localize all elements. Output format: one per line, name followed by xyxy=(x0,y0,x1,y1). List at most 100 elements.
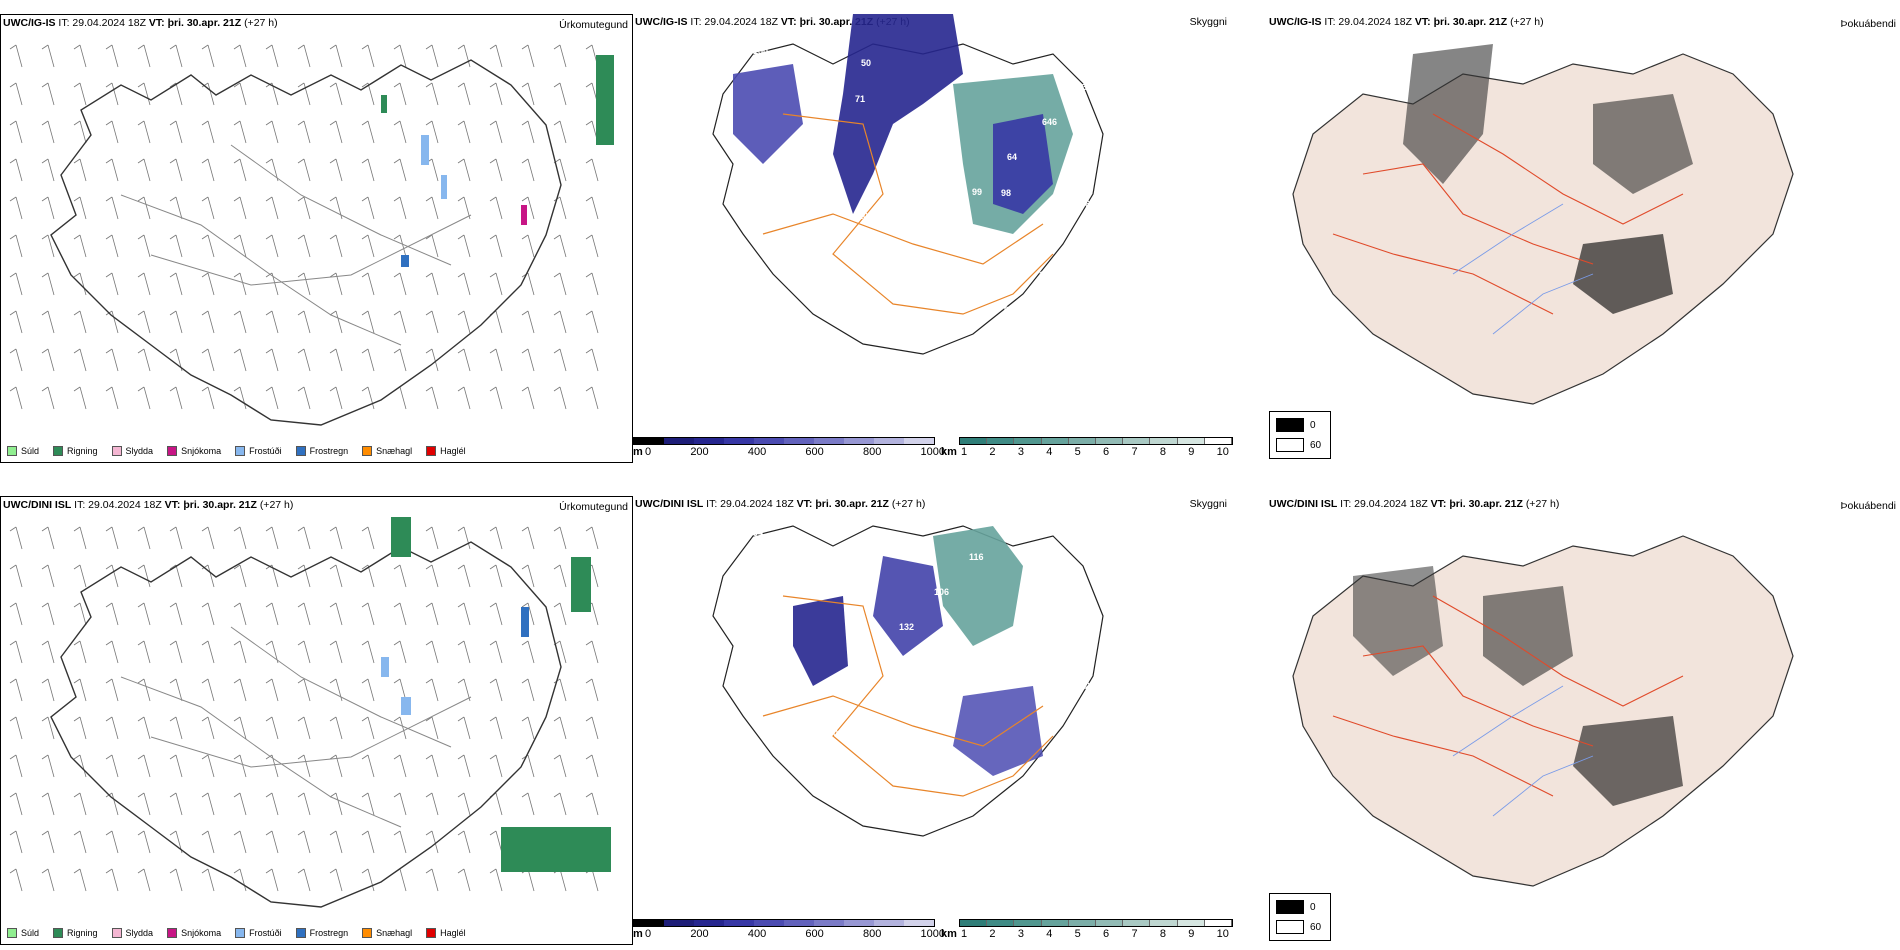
wind-barb xyxy=(521,82,535,106)
wind-barb xyxy=(457,196,471,220)
wind-barb xyxy=(361,272,375,296)
wind-barb xyxy=(457,564,471,588)
wind-barb xyxy=(9,754,23,778)
wind-barb xyxy=(137,640,151,664)
wind-barb xyxy=(457,348,471,372)
wind-barb xyxy=(265,310,279,334)
wind-barb xyxy=(393,640,407,664)
wind-barb xyxy=(585,640,599,664)
wind-barb xyxy=(489,234,503,258)
wind-barb xyxy=(361,196,375,220)
ceiling-label: 114 xyxy=(826,93,841,103)
wind-barb xyxy=(393,44,407,68)
legend-label: Frostregn xyxy=(309,928,349,938)
legend-label: Súld xyxy=(21,928,40,938)
colorbar-cell xyxy=(960,438,988,444)
ceiling-label: 155 xyxy=(782,47,797,57)
legend-label: Rigning xyxy=(67,928,98,938)
wind-barb xyxy=(73,564,87,588)
wind-barb xyxy=(297,44,311,68)
wind-barb xyxy=(521,640,535,664)
wind-barb xyxy=(137,564,151,588)
wind-barb xyxy=(41,868,55,892)
wind-barb xyxy=(521,678,535,702)
wind-barb xyxy=(553,272,567,296)
wind-barb xyxy=(41,158,55,182)
wind-barb xyxy=(329,386,343,410)
wind-barb xyxy=(329,602,343,626)
ceiling-label: 67 xyxy=(896,293,906,303)
wind-barb xyxy=(585,196,599,220)
ceiling-label: 67 xyxy=(934,105,944,115)
ceiling-unit: m xyxy=(633,928,643,940)
colorbar-cell xyxy=(664,920,694,926)
tick-label: 1000 xyxy=(920,928,945,940)
colorbar-cell xyxy=(1177,920,1205,926)
legend-item: Snjókoma xyxy=(167,928,221,938)
ceiling-label: 86 xyxy=(966,223,976,233)
wind-barb xyxy=(425,272,439,296)
wind-barb xyxy=(425,120,439,144)
wind-barb xyxy=(585,348,599,372)
ceiling-label: 94 xyxy=(893,176,903,186)
wind-barb xyxy=(521,602,535,626)
map-header: UWC/DINI ISL IT: 29.04.2024 18Z VT: þri.… xyxy=(635,498,926,510)
wind-barb xyxy=(329,564,343,588)
wind-barb xyxy=(425,310,439,334)
wind-barb xyxy=(297,386,311,410)
legend-item: Haglél xyxy=(426,446,466,456)
legend-label: Frostúði xyxy=(249,446,282,456)
wind-barb xyxy=(265,120,279,144)
wind-barb xyxy=(9,678,23,702)
wind-barb xyxy=(297,792,311,816)
wind-barb xyxy=(41,120,55,144)
colorbar-cell xyxy=(1150,438,1178,444)
colorbar-cell xyxy=(754,920,784,926)
ceiling-label: 105 xyxy=(785,164,800,174)
wind-barb xyxy=(297,526,311,550)
wind-barb xyxy=(521,234,535,258)
wind-barb xyxy=(361,792,375,816)
wind-barb xyxy=(9,310,23,334)
wind-barb xyxy=(425,602,439,626)
wind-barb xyxy=(169,640,183,664)
wind-barb xyxy=(329,196,343,220)
colorbar-cell xyxy=(1204,920,1233,926)
wind-barb xyxy=(553,386,567,410)
wind-barb xyxy=(41,196,55,220)
wind-barb xyxy=(73,310,87,334)
wind-barb xyxy=(105,526,119,550)
wind-barb xyxy=(73,158,87,182)
wind-barb xyxy=(553,526,567,550)
tick-label: 3 xyxy=(1017,446,1024,458)
legend-label: Frostregn xyxy=(309,446,349,456)
fog-legend: 0 60 xyxy=(1269,893,1331,941)
tick-label: 8 xyxy=(1159,446,1166,458)
wind-barb xyxy=(521,158,535,182)
ceiling-label: 128 xyxy=(1045,234,1060,244)
wind-barb xyxy=(425,830,439,854)
ceiling-label: 94 xyxy=(1007,634,1017,644)
legend-label: Snjókoma xyxy=(181,446,222,456)
wind-barb xyxy=(169,792,183,816)
precip-map-canvas xyxy=(9,44,614,426)
wind-barb xyxy=(457,120,471,144)
wind-barb xyxy=(425,716,439,740)
wind-barb xyxy=(265,44,279,68)
wind-barb xyxy=(361,82,375,106)
legend-label: Slydda xyxy=(125,928,154,938)
wind-barb xyxy=(41,792,55,816)
colorbar-cell xyxy=(1177,438,1205,444)
wind-barb xyxy=(265,602,279,626)
colorbar-cell xyxy=(1096,438,1124,444)
wind-barb xyxy=(297,868,311,892)
legend-item: Súld xyxy=(7,446,39,456)
wind-barb xyxy=(329,348,343,372)
vis-title: Skyggni xyxy=(1189,498,1227,510)
wind-barb xyxy=(137,272,151,296)
wind-barb xyxy=(297,82,311,106)
wind-barb xyxy=(105,678,119,702)
wind-barb xyxy=(489,196,503,220)
wind-barb xyxy=(265,868,279,892)
wind-barb xyxy=(9,44,23,68)
